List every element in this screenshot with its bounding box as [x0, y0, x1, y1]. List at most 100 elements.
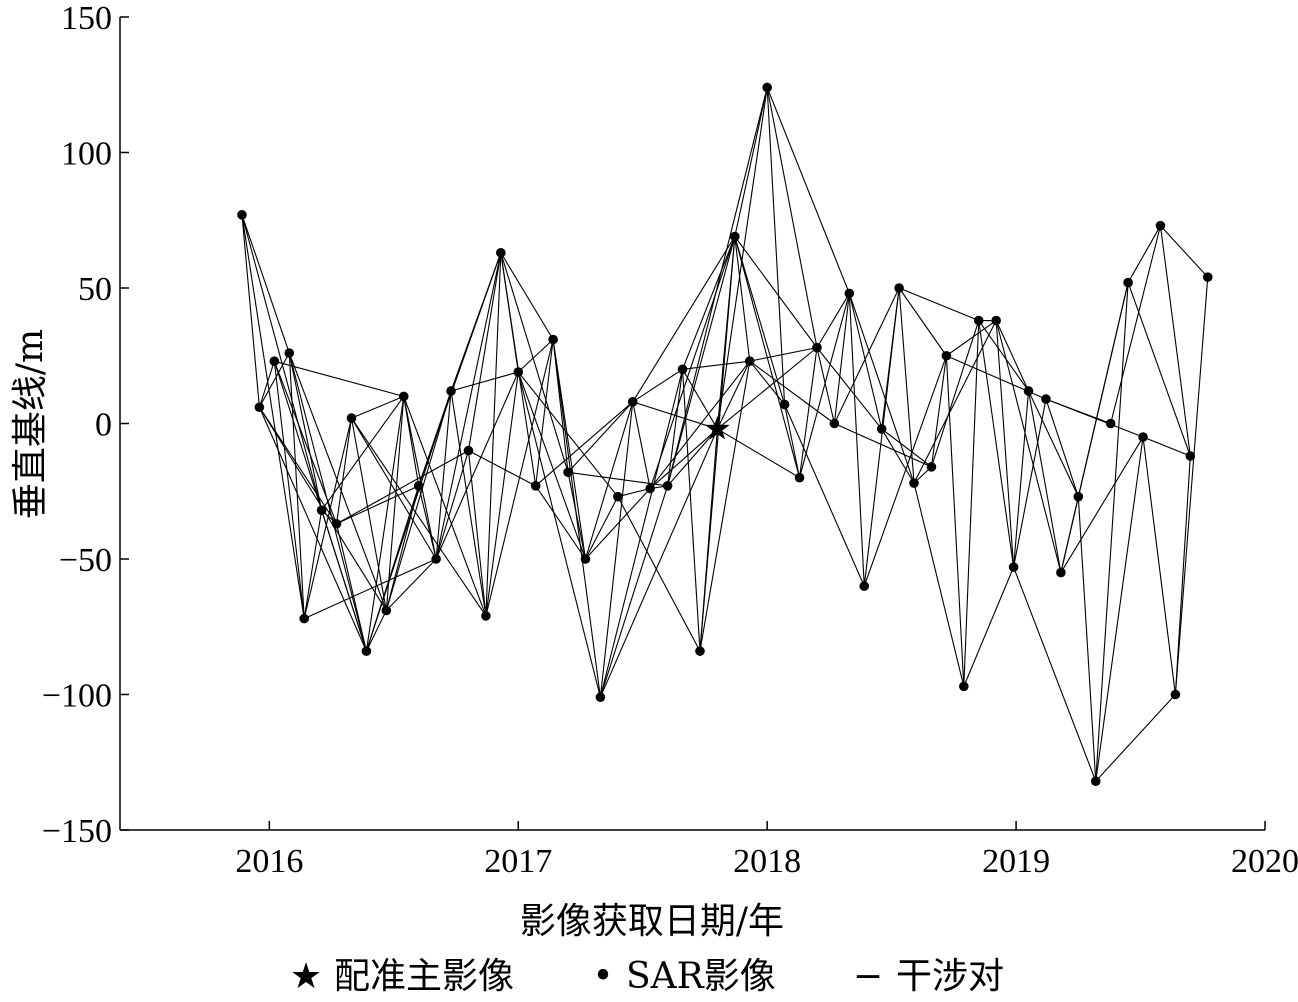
pair-line [418, 485, 437, 560]
pair-line [500, 252, 554, 340]
pair-line [567, 401, 634, 473]
x-tick-label: 2020 [1231, 843, 1298, 880]
sar-image-point [844, 288, 855, 299]
sar-image-point [361, 646, 372, 656]
sar-image-point [1008, 562, 1019, 572]
pair-line [649, 236, 736, 489]
pair-line [321, 510, 367, 652]
sar-image-point [973, 315, 984, 326]
pair-line [584, 496, 619, 560]
pair-line [450, 371, 519, 392]
x-tick-label: 2016 [235, 843, 303, 880]
sar-image-point [1056, 567, 1066, 578]
pair-line [963, 320, 980, 687]
pair-line [945, 355, 965, 687]
pair-line [734, 236, 751, 362]
sar-image-point [481, 611, 491, 621]
sar-image-point [876, 424, 887, 434]
pair-line [599, 401, 634, 698]
pair-line [403, 396, 437, 560]
pair-line [898, 287, 915, 484]
sar-image-point [829, 418, 840, 429]
pair-line [881, 287, 900, 429]
pair-line [682, 360, 750, 370]
sar-image-point [894, 283, 904, 293]
sar-image-point [530, 481, 541, 491]
pair-line [241, 214, 290, 354]
x-axis-title: 影像获取日期/年 [520, 901, 784, 942]
pair-line [1174, 277, 1209, 695]
pair-line [351, 417, 437, 560]
pair-line [1027, 390, 1062, 573]
legend-item-pair: − 干涉对 [853, 956, 1004, 997]
pair-line [863, 355, 947, 587]
pair-line [567, 472, 587, 560]
y-tick-label: −50 [59, 542, 112, 579]
pair-line [848, 293, 865, 587]
pair-line [258, 352, 290, 408]
pair-line [617, 488, 651, 498]
pair-line [485, 252, 502, 616]
pair-line [1110, 225, 1161, 424]
pair-line [450, 252, 502, 392]
pair-line [535, 485, 586, 560]
pair-line [766, 87, 818, 348]
sar-image-point [677, 364, 688, 375]
pair-line [913, 320, 997, 484]
legend-line-icon: − [853, 956, 883, 997]
pair-line [833, 293, 850, 424]
sar-image-point [496, 247, 506, 258]
pair-line [517, 371, 586, 560]
pair-line [1142, 436, 1191, 457]
sar-image-point [237, 210, 247, 220]
y-tick-label: 100 [61, 136, 112, 173]
sar-image-point [730, 231, 740, 242]
sar-image-point [909, 478, 919, 488]
pair-line [649, 428, 718, 489]
sar-image-point [398, 391, 409, 402]
pair-line [365, 610, 387, 652]
legend: ★ 配准主影像 • SAR影像 − 干涉对 [290, 956, 1004, 997]
sar-image-point [316, 505, 327, 516]
sar-image-point [744, 356, 755, 366]
pair-line [241, 214, 323, 511]
master-image-marker [705, 415, 730, 440]
sar-image-point [580, 554, 591, 564]
sar-image-point [431, 554, 441, 564]
axis-labels: 影像获取日期/年 垂直基线/m [10, 329, 784, 942]
legend-star-icon: ★ [290, 956, 322, 997]
pair-line [1159, 225, 1191, 457]
pair-line [567, 471, 668, 487]
sar-image-point [627, 397, 638, 407]
pair-line [766, 87, 786, 405]
sar-image-point [563, 467, 573, 478]
sar-image-point [779, 399, 790, 410]
pair-line [1077, 496, 1097, 782]
sar-image-point [299, 613, 309, 624]
pair-line [450, 390, 487, 616]
sar-image-points [237, 82, 1213, 787]
axes: −150 −100 −50 0 50 100 150 2016 2017 2018 2019 2020 [42, 0, 1298, 880]
pair-line [898, 287, 979, 322]
pair-line [1095, 436, 1144, 782]
master-star-icon [705, 415, 730, 440]
pair-line [273, 361, 305, 619]
pair-line [667, 87, 768, 486]
pair-line [978, 320, 1015, 568]
pair-line [535, 339, 554, 486]
pair-line [930, 355, 947, 467]
pair-line [385, 396, 405, 611]
sar-image-point [959, 681, 969, 692]
pair-line [784, 404, 865, 587]
pair-line [734, 236, 786, 405]
sar-image-point [941, 350, 952, 361]
pair-line [995, 320, 1062, 573]
sar-image-point [254, 402, 265, 413]
sar-image-point [346, 413, 357, 423]
pair-line [848, 293, 883, 430]
pair-line [1013, 399, 1047, 568]
y-tick-label: −150 [42, 813, 112, 850]
pair-line [385, 390, 452, 611]
pair-line [816, 347, 883, 430]
pair-line [468, 450, 536, 487]
